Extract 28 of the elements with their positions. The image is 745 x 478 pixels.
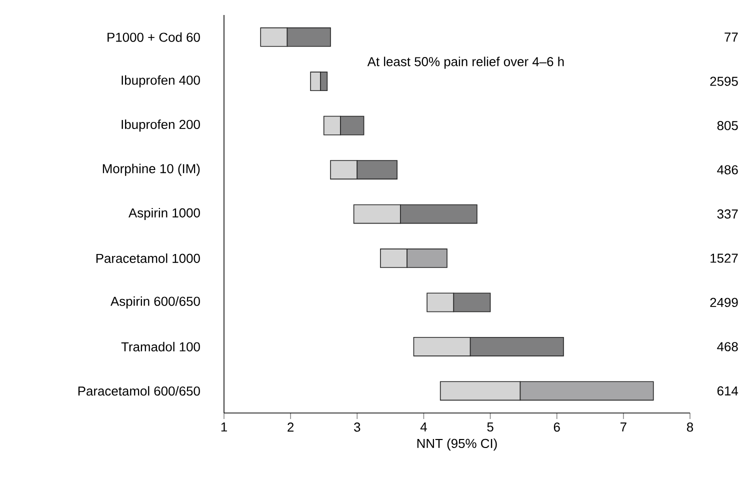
x-tick-label: 3	[354, 422, 360, 432]
x-axis-title: NNT (95% CI)	[417, 438, 497, 451]
text: 1527	[710, 254, 738, 263]
y-tick-label: Aspirin 600/650	[110, 296, 200, 308]
annotation: At least 50% pain relief over 4–6 h	[367, 56, 564, 69]
x-tick-label: 6	[554, 422, 560, 432]
text: 2595	[710, 76, 738, 86]
y-tick-label: Aspirin 1000	[128, 208, 200, 220]
text: 614	[717, 386, 738, 396]
text: 805	[717, 120, 738, 130]
y-tick-label: Morphine 10 (IM)	[102, 164, 200, 176]
y-tick-label: Paracetamol 1000	[96, 253, 200, 263]
y-tick-label: Ibuprofen 200	[122, 120, 200, 132]
y-tick-label: P1000 + Cod 60	[108, 32, 200, 42]
y-tick-label: Paracetamol 600/650	[78, 386, 200, 396]
text: 2499	[710, 298, 738, 308]
y-tick-label: Ibuprofen 400	[122, 75, 200, 88]
text: 337	[717, 209, 738, 219]
y-tick-label: Tramadol 100	[121, 342, 200, 352]
x-tick-label: 4	[420, 422, 427, 432]
text: 468	[717, 342, 738, 352]
x-tick-label: 5	[487, 422, 494, 432]
text: 77	[724, 32, 738, 42]
text: 486	[717, 165, 738, 174]
x-tick-label: 2	[288, 422, 294, 432]
x-tick-label: 7	[620, 422, 626, 432]
x-tick-label: 8	[686, 422, 694, 432]
x-tick-label: 1	[221, 422, 227, 432]
